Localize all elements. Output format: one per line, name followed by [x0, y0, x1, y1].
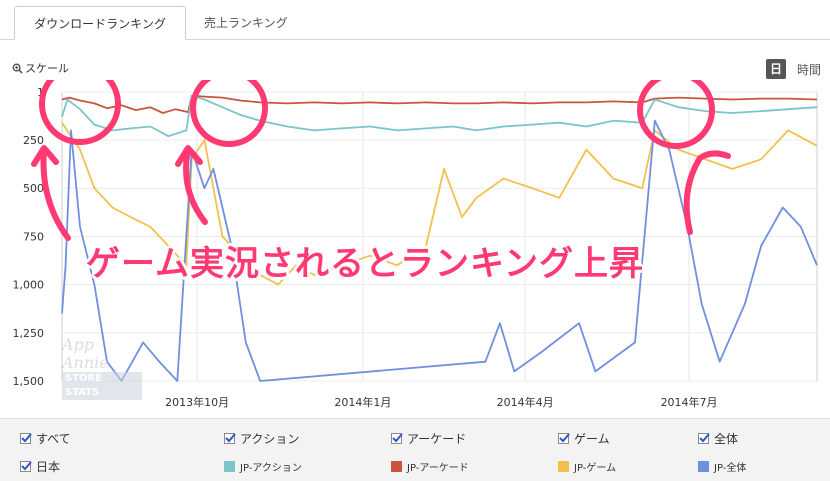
series-swatch — [224, 460, 235, 472]
legend-series-action[interactable]: JP-アクション — [224, 457, 302, 475]
hour-button[interactable]: 時間 — [797, 63, 822, 77]
checkbox-icon[interactable] — [224, 432, 236, 444]
checkbox-icon[interactable] — [20, 432, 32, 444]
checkbox-icon[interactable] — [391, 432, 403, 444]
series-label: JP-ゲーム — [574, 462, 617, 474]
legend-series-overall[interactable]: JP-全体 — [698, 457, 746, 475]
legend-series-arcade[interactable]: JP-アーケード — [391, 457, 469, 475]
annotation-arrow — [40, 147, 71, 241]
y-tick-label: 500 — [23, 182, 44, 195]
country-label: 日本 — [36, 459, 61, 474]
annotation-arrowhead — [175, 145, 203, 167]
filter-arcade-label: アーケード — [407, 431, 467, 446]
checkbox-icon[interactable] — [558, 432, 570, 444]
y-tick-label: 750 — [23, 230, 44, 243]
filter-country-japan[interactable]: 日本 — [20, 457, 60, 475]
watermark-line2: STORE STATS — [62, 372, 142, 400]
annotation-arrow — [683, 150, 731, 235]
y-tick-label: 250 — [23, 134, 44, 147]
series-swatch — [698, 460, 709, 472]
scale-control[interactable]: スケール — [12, 60, 69, 76]
filter-game-label: ゲーム — [574, 431, 610, 446]
series-line-2 — [61, 122, 818, 286]
series-swatch — [558, 460, 569, 472]
series-label: JP-全体 — [714, 462, 747, 474]
series-label: JP-アクション — [240, 462, 302, 474]
tab-download-ranking[interactable]: ダウンロードランキング — [14, 6, 186, 40]
filter-overall-label: 全体 — [714, 431, 739, 446]
x-tick-label: 2013年10月 — [165, 395, 229, 409]
y-tick-label: 1,500 — [13, 375, 45, 388]
ranking-chart: 2013年10月 2014年1月 2014年4月 2014年7月 1 250 500 750 1… — [13, 80, 818, 409]
zoom-icon — [12, 63, 23, 74]
x-tick-label: 2014年7月 — [661, 395, 718, 409]
tab-sales-ranking[interactable]: 売上ランキング — [204, 16, 288, 30]
x-tick-label: 2014年1月 — [334, 395, 391, 409]
day-button[interactable]: 日 — [766, 59, 786, 79]
filter-all-label: すべて — [36, 431, 71, 446]
series-line-3 — [61, 119, 818, 382]
tab-bar: ダウンロードランキング 売上ランキング — [0, 0, 830, 40]
filter-arcade[interactable]: アーケード — [391, 429, 466, 447]
annotation-circle — [190, 80, 268, 147]
series-swatch — [391, 460, 402, 472]
checkbox-icon[interactable] — [698, 432, 710, 444]
filter-overall[interactable]: 全体 — [698, 429, 738, 447]
annotation-circle — [39, 80, 121, 145]
legend-panel: すべて アクション アーケード ゲーム 全体 日本 JP-アクション JP-アー… — [0, 418, 830, 481]
annotation-arrow — [183, 147, 208, 225]
watermark-line1: App Annie — [62, 335, 109, 372]
y-tick-label: 1,250 — [13, 327, 45, 340]
annotation-arrowhead — [31, 145, 59, 167]
app-annie-watermark: App Annie STORE STATS — [62, 335, 142, 400]
annotation-circle — [637, 80, 715, 149]
y-tick-label: 1,000 — [13, 279, 45, 292]
checkbox-icon[interactable] — [20, 460, 32, 472]
annotation-text: ゲーム実況されるとランキング上昇 — [86, 244, 644, 284]
filter-action-label: アクション — [240, 431, 300, 446]
series-label: JP-アーケード — [407, 462, 469, 474]
x-tick-label: 2014年4月 — [497, 395, 554, 409]
series-line-1 — [61, 94, 818, 138]
y-tick-label: 1 — [37, 86, 44, 99]
filter-game[interactable]: ゲーム — [558, 429, 610, 447]
filter-all[interactable]: すべて — [20, 429, 71, 447]
legend-series-game[interactable]: JP-ゲーム — [558, 457, 616, 475]
filter-action[interactable]: アクション — [224, 429, 299, 447]
scale-label: スケール — [25, 62, 69, 75]
